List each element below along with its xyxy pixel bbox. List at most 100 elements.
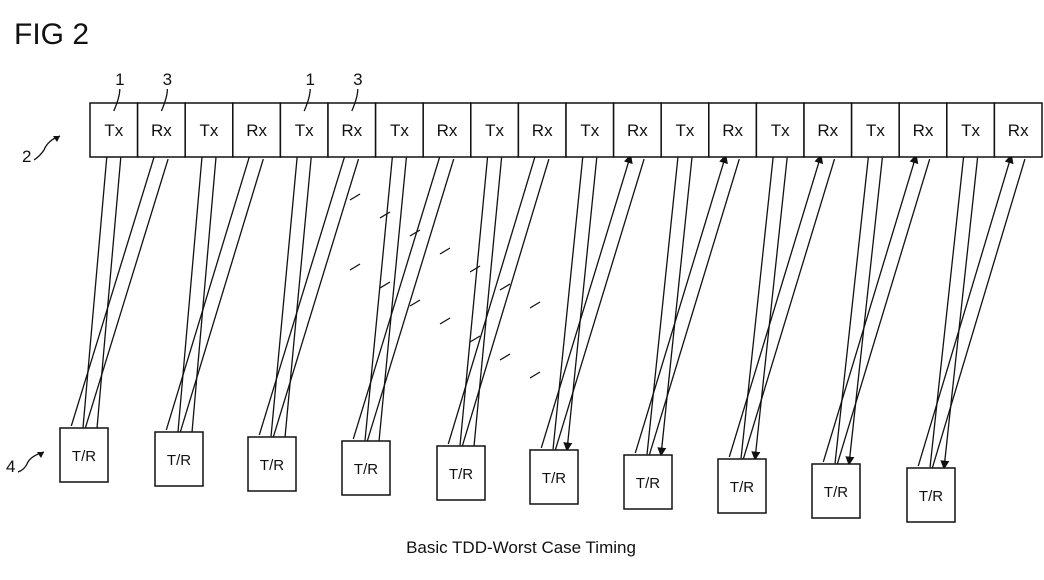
signal-paths: [70, 154, 1026, 471]
frame-slot-label: Tx: [390, 121, 409, 140]
downlink-path-edge: [929, 156, 965, 468]
callout-leader: [113, 88, 121, 112]
frame-slot-label: Rx: [627, 121, 648, 140]
crossing-tick: [349, 263, 361, 271]
downlink-path-edge: [552, 156, 584, 450]
frame-slot-label: Tx: [104, 121, 123, 140]
frame-slot: [232, 102, 282, 158]
uplink-path-edge: [836, 158, 931, 467]
crossing-tick: [529, 301, 541, 309]
frame-reference-arrowhead: [53, 136, 60, 142]
callout-leader: [351, 88, 359, 112]
frame-slot: [565, 102, 615, 158]
crossing-tick: [349, 193, 361, 201]
uplink-path-edge: [554, 158, 645, 453]
frame-slot-label: Rx: [532, 121, 553, 140]
crossing-tick: [379, 211, 391, 219]
downlink-path-edge: [940, 157, 979, 470]
frame-slot-label: Tx: [771, 121, 790, 140]
crossing-tick: [439, 247, 451, 255]
crossing-tick: [409, 229, 421, 237]
station-reference-arrowhead: [37, 452, 44, 458]
frame-slot-label: Rx: [817, 121, 838, 140]
crossing-tick: [499, 353, 511, 361]
station-box: [154, 431, 204, 487]
station-reference-numeral: 4: [6, 457, 15, 476]
tdd-frame: Tx Rx Tx Rx Tx Rx Tx Rx Tx Rx Tx Rx Tx Rx Tx Rx Tx Rx Tx Rx: [89, 102, 1043, 158]
frame-slot: [946, 102, 996, 158]
station-label: T/R: [72, 448, 96, 465]
frame-slot: [803, 102, 853, 158]
uplink-path-edge: [648, 158, 740, 458]
station-label: T/R: [354, 461, 378, 478]
uplink-path-edge: [366, 158, 455, 444]
frame-slot: [993, 102, 1043, 158]
station-box: [717, 458, 767, 514]
station-box: [906, 467, 956, 523]
callout-numeral: 1: [305, 70, 314, 89]
frame-reference-numeral: 2: [22, 147, 31, 166]
downlink-path-edge: [82, 156, 108, 428]
downlink-path-edge: [657, 157, 693, 457]
station-box: [247, 436, 297, 492]
figure-title: FIG 2: [14, 18, 89, 51]
station-box: [811, 463, 861, 519]
stations: T/R T/R T/R T/R T/R T/R T/R T/R T/R T/R: [59, 427, 956, 523]
station-label: T/R: [167, 452, 191, 469]
figure-caption: Basic TDD-Worst Case Timing: [406, 538, 636, 557]
uplink-path-edge: [272, 158, 360, 440]
frame-slot-label: Tx: [961, 121, 980, 140]
callout-leader: [303, 88, 311, 112]
crossing-tick: [529, 371, 541, 379]
frame-slot-label: Rx: [437, 121, 458, 140]
uplink-path-edge: [258, 154, 346, 436]
frame-slot-label: Rx: [1008, 121, 1029, 140]
station-box: [436, 445, 486, 501]
reference-callouts: 1 3 1 3: [113, 70, 363, 112]
downlink-path-edge: [191, 157, 217, 433]
crossing-tick: [379, 281, 391, 289]
callout-leader: [160, 88, 169, 112]
station-label: T/R: [730, 479, 754, 496]
frame-slot: [327, 102, 377, 158]
downlink-path-edge: [834, 156, 870, 464]
crossing-tick: [439, 317, 451, 325]
uplink-path-edge: [165, 154, 251, 431]
frame-slot-label: Tx: [866, 121, 885, 140]
crossing-tick: [469, 265, 481, 273]
uplink-path-edge: [352, 154, 441, 440]
station-label: T/R: [260, 457, 284, 474]
frame-slot-label: Tx: [200, 121, 219, 140]
downlink-path-edge: [459, 156, 489, 446]
uplink-path-edge: [447, 154, 537, 445]
downlink-path-edge: [646, 156, 679, 455]
frame-reference-leader: [33, 135, 61, 161]
uplink-path-edge: [728, 154, 824, 458]
callout-numeral: 1: [115, 70, 124, 89]
callout-numeral: 3: [353, 70, 362, 89]
uplink-path-edge: [634, 154, 728, 454]
uplink-path-edge: [84, 158, 169, 431]
downlink-path-edge: [751, 157, 788, 461]
station-label: T/R: [636, 475, 660, 492]
downlink-path-edge: [364, 156, 394, 441]
downlink-path-edge: [378, 157, 408, 442]
uplink-path-edge: [70, 154, 156, 427]
frame-slot: [660, 102, 710, 158]
uplink-path-edge: [461, 158, 550, 449]
frame-slot: [470, 102, 520, 158]
uplink-path-edge: [540, 154, 633, 449]
uplink-path-edge: [917, 154, 1014, 467]
station-label: T/R: [824, 484, 848, 501]
downlink-path-edge: [845, 157, 884, 466]
downlink-path-edge: [740, 156, 774, 459]
frame-slot-label: Tx: [485, 121, 504, 140]
frame-slot-label: Rx: [722, 121, 743, 140]
downlink-path-edge: [563, 157, 598, 452]
frame-slot-label: Rx: [341, 121, 362, 140]
callout-numeral: 3: [163, 70, 172, 89]
frame-slot-label: Tx: [295, 121, 314, 140]
crossing-tick: [409, 299, 421, 307]
downlink-path-edge: [177, 156, 203, 432]
